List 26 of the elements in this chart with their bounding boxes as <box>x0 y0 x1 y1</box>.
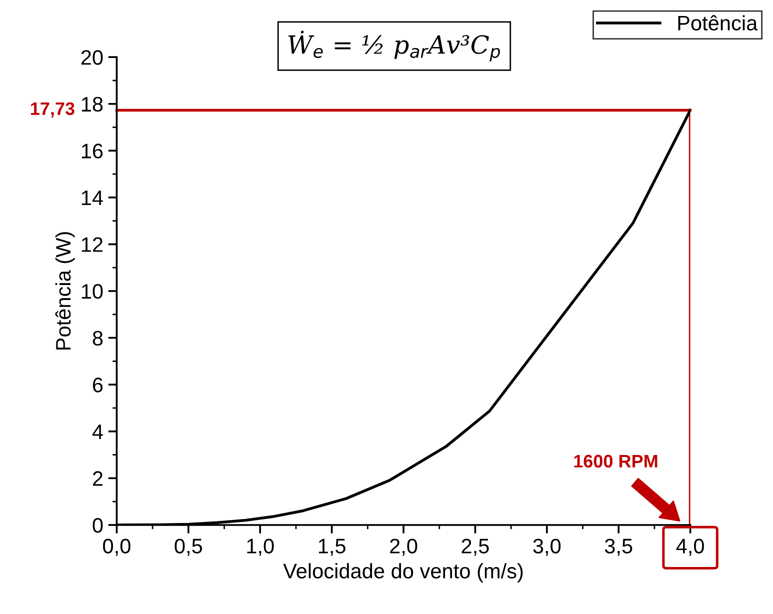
annotation: 1600 RPM <box>574 454 658 468</box>
y-tick-label: 16 <box>82 144 103 158</box>
x-tick-label: 1,5 <box>318 538 346 556</box>
y-tick-label: 4 <box>92 424 103 439</box>
y-tick-label: 2 <box>92 471 102 486</box>
y-axis-title: Potência (W) <box>55 232 75 350</box>
x-tick-label: 3,5 <box>604 538 632 556</box>
y-tick-label: 8 <box>92 330 103 346</box>
annotation: Ẇ$_{e}$ = ½ p$_{ar}$Av³C$_{p}$ <box>288 30 500 62</box>
legend-label: Potência <box>678 15 758 30</box>
ref-line-label: 17,73 <box>31 102 74 118</box>
y-tick-label: 14 <box>82 190 103 206</box>
x-axis-title: Velocidade do vento (m/s) <box>283 563 523 583</box>
x-tick-label: 0,0 <box>103 538 130 556</box>
y-tick-label: 6 <box>93 378 103 392</box>
y-tick-label: 18 <box>82 96 103 112</box>
x-tick-label: 1,0 <box>247 538 274 556</box>
x-tick-label: 0,5 <box>174 538 202 556</box>
y-tick-label: 12 <box>82 237 102 252</box>
x-tick-label: 4,0 <box>676 538 704 556</box>
x-tick-label: 3,0 <box>533 538 561 556</box>
y-tick-label: 20 <box>81 50 103 65</box>
y-tick-label: 0 <box>92 518 103 533</box>
y-tick-label: 10 <box>82 284 103 299</box>
x-tick-label: 2,0 <box>390 538 418 556</box>
x-tick-label: 2,5 <box>462 538 489 556</box>
